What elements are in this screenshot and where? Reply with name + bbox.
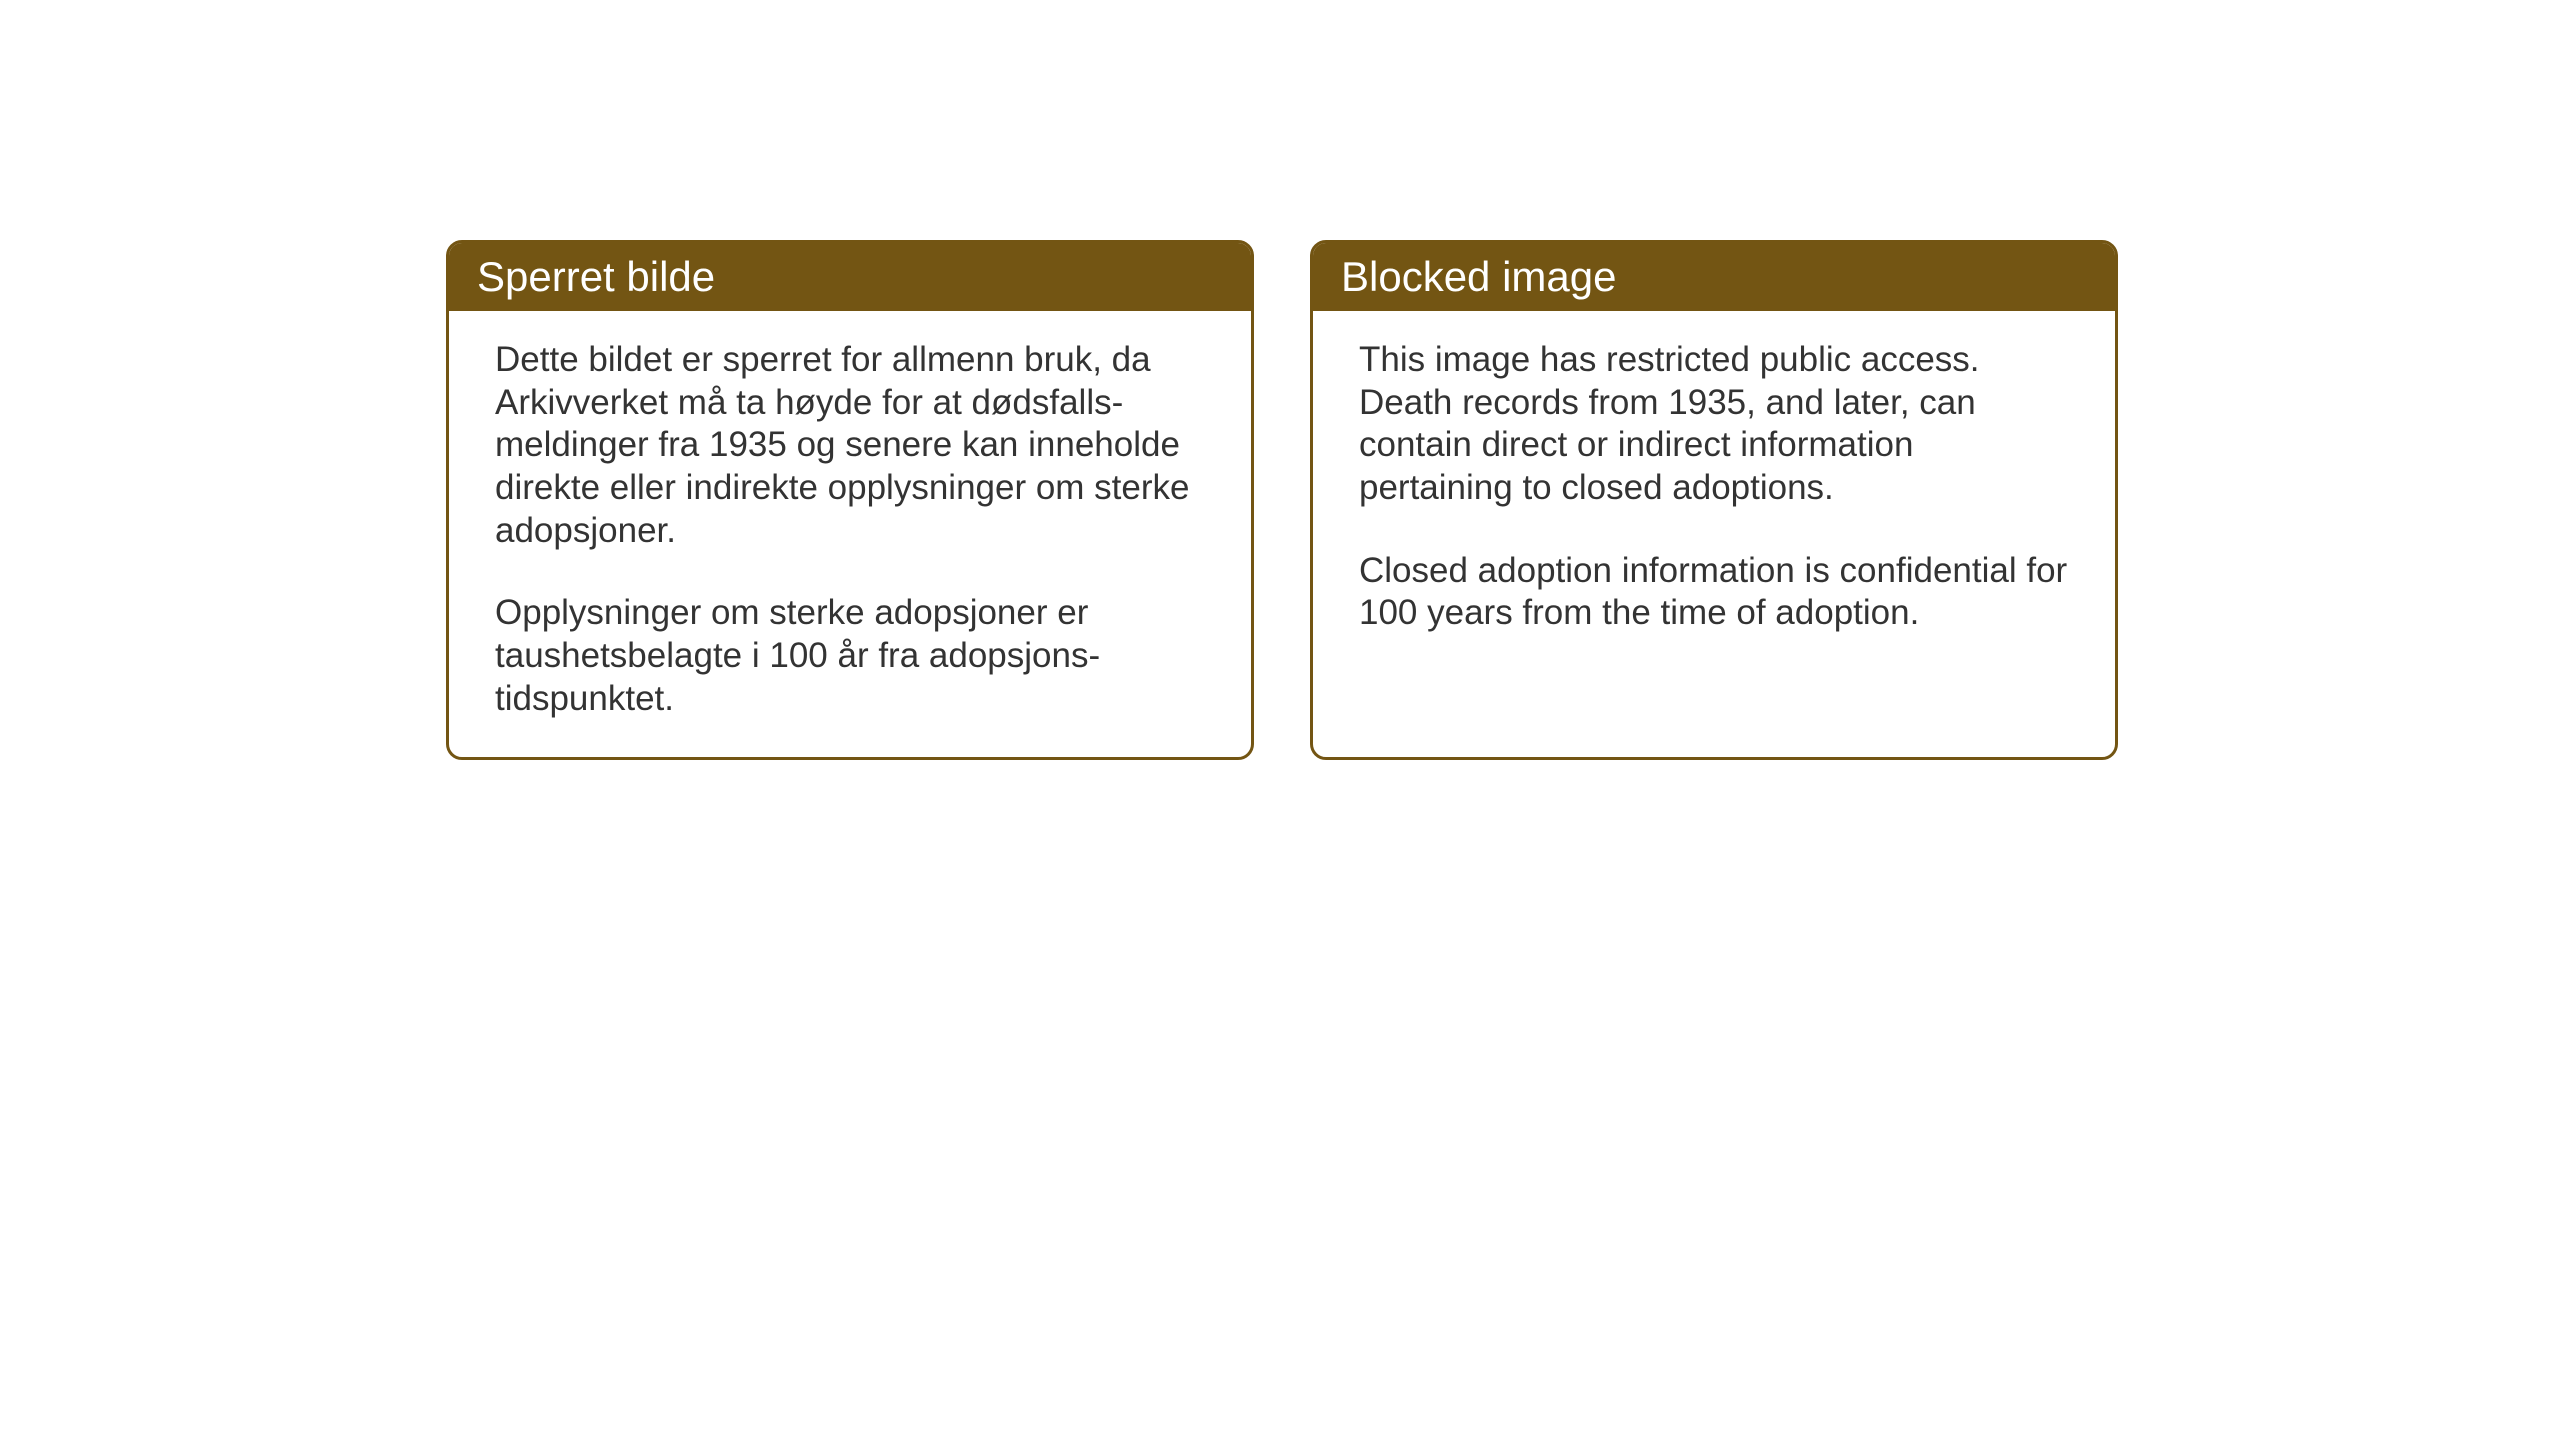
notice-cards-container: Sperret bilde Dette bildet er sperret fo… [446,240,2118,760]
notice-card-norwegian: Sperret bilde Dette bildet er sperret fo… [446,240,1254,760]
notice-paragraph-2-english: Closed adoption information is confident… [1359,550,2069,635]
notice-body-norwegian: Dette bildet er sperret for allmenn bruk… [449,311,1251,757]
notice-paragraph-1-norwegian: Dette bildet er sperret for allmenn bruk… [495,339,1205,552]
notice-body-english: This image has restricted public access.… [1313,311,2115,716]
notice-paragraph-2-norwegian: Opplysninger om sterke adopsjoner er tau… [495,592,1205,720]
notice-header-norwegian: Sperret bilde [449,243,1251,311]
notice-header-english: Blocked image [1313,243,2115,311]
notice-paragraph-1-english: This image has restricted public access.… [1359,339,2069,510]
notice-card-english: Blocked image This image has restricted … [1310,240,2118,760]
